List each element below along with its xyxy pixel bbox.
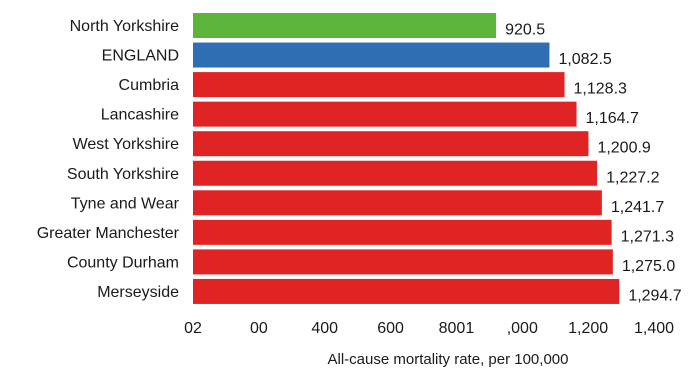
x-tick-label: 1,400 xyxy=(634,320,674,337)
category-label-north-yorkshire: North Yorkshire xyxy=(70,18,179,35)
bar-merseyside xyxy=(193,278,620,304)
x-axis-title: All-cause mortality rate, per 100,000 xyxy=(328,351,569,368)
value-label-cumbria: 1,128.3 xyxy=(574,81,627,98)
x-axis-tick-labels: 02 00 400 600 8001 ,000 1,200 1,400 xyxy=(184,320,674,337)
value-labels: 920.5 1,082.5 1,128.3 1,164.7 1,200.9 1,227.2… xyxy=(505,22,682,305)
category-label-greater-manchester: Greater Manchester xyxy=(37,225,180,242)
category-label-west-yorkshire: West Yorkshire xyxy=(73,136,180,153)
category-labels: North Yorkshire ENGLAND Cumbria Lancashire W… xyxy=(37,18,180,301)
bar-north-yorkshire xyxy=(193,13,497,38)
value-label-tyne-and-wear: 1,241.7 xyxy=(611,199,664,216)
value-label-county-durham: 1,275.0 xyxy=(622,258,675,275)
category-label-merseyside: Merseyside xyxy=(97,284,179,301)
category-label-county-durham: County Durham xyxy=(67,254,179,271)
bar-west-yorkshire xyxy=(193,131,589,157)
category-label-south-yorkshire: South Yorkshire xyxy=(67,166,179,183)
category-label-tyne-and-wear: Tyne and Wear xyxy=(71,195,180,212)
x-tick-label: 600 xyxy=(377,320,404,337)
x-tick-label: ,000 xyxy=(507,320,538,337)
x-tick-label: 1,200 xyxy=(568,320,608,337)
x-tick-label: 400 xyxy=(311,320,338,337)
category-label-lancashire: Lancashire xyxy=(101,107,179,124)
category-label-england: ENGLAND xyxy=(102,48,179,65)
bars-group xyxy=(193,13,620,304)
x-tick-label: 00 xyxy=(250,320,268,337)
value-label-west-yorkshire: 1,200.9 xyxy=(597,140,650,157)
bar-lancashire xyxy=(193,101,577,127)
bar-tyne-and-wear xyxy=(193,190,602,216)
bar-greater-manchester xyxy=(193,219,612,245)
category-label-cumbria: Cumbria xyxy=(119,77,180,94)
x-tick-label: 02 xyxy=(184,320,202,337)
x-tick-label: 8001 xyxy=(439,320,475,337)
bar-england xyxy=(193,42,550,68)
value-label-england: 1,082.5 xyxy=(558,51,611,68)
value-label-south-yorkshire: 1,227.2 xyxy=(606,169,659,186)
value-label-north-yorkshire: 920.5 xyxy=(505,22,545,39)
bar-cumbria xyxy=(193,72,565,98)
value-label-lancashire: 1,164.7 xyxy=(586,110,639,127)
bar-county-durham xyxy=(193,249,613,275)
bar-south-yorkshire xyxy=(193,160,598,186)
value-label-merseyside: 1,294.7 xyxy=(628,287,681,304)
value-label-greater-manchester: 1,271.3 xyxy=(621,228,674,245)
